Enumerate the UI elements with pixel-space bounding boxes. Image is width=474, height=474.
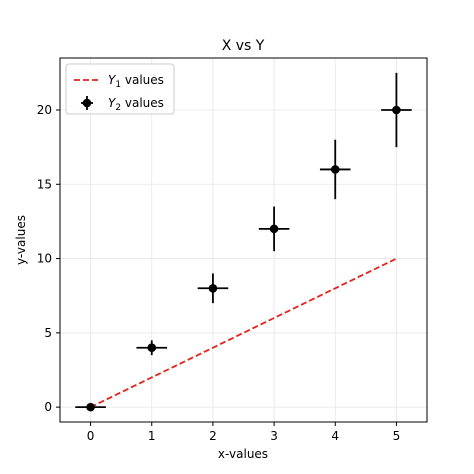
x-tick-label: 2 xyxy=(209,429,217,443)
y-tick-label: 5 xyxy=(44,326,52,340)
y-tick-label: 10 xyxy=(37,252,52,266)
y-tick-label: 20 xyxy=(37,103,52,117)
errorbar-point xyxy=(75,402,106,412)
data-point-marker xyxy=(147,343,157,353)
legend-label: Y1 values xyxy=(108,73,164,90)
y-axis-label: y-values xyxy=(14,215,28,265)
plot-frame xyxy=(59,57,428,423)
errorbar-point xyxy=(197,273,229,304)
errorbar-point xyxy=(381,72,412,148)
legend-entry: Y1 values xyxy=(74,73,164,90)
errorbar-point xyxy=(258,206,290,252)
y-tick-label: 15 xyxy=(37,177,52,191)
y-tick-label: 0 xyxy=(44,400,52,414)
chart-title: X vs Y xyxy=(222,38,265,54)
legend-box xyxy=(65,63,175,115)
axis-ticks: 0 1 2 3 4 5 0 5 10 15 20 xyxy=(37,103,401,443)
data-point-marker xyxy=(208,283,218,293)
data-point-marker xyxy=(269,224,279,234)
legend-label: Y2 values xyxy=(108,96,164,113)
x-tick-label: 0 xyxy=(87,429,95,443)
legend: Y1 values Y2 values xyxy=(65,63,175,115)
x-tick-label: 5 xyxy=(393,429,401,443)
data-point-marker xyxy=(392,105,401,115)
data-point-marker xyxy=(330,165,340,174)
errorbar-point xyxy=(319,139,351,200)
data-point-marker xyxy=(86,402,95,412)
errorbar-point xyxy=(136,340,168,356)
x-tick-label: 4 xyxy=(331,429,339,443)
legend-entry: Y2 values xyxy=(81,96,164,113)
plot-series xyxy=(75,72,412,412)
x-tick-label: 1 xyxy=(148,429,156,443)
x-axis-label: x-values xyxy=(218,447,268,461)
series-line-y1 xyxy=(90,257,397,408)
x-tick-label: 3 xyxy=(270,429,278,443)
legend-marker xyxy=(82,98,92,108)
